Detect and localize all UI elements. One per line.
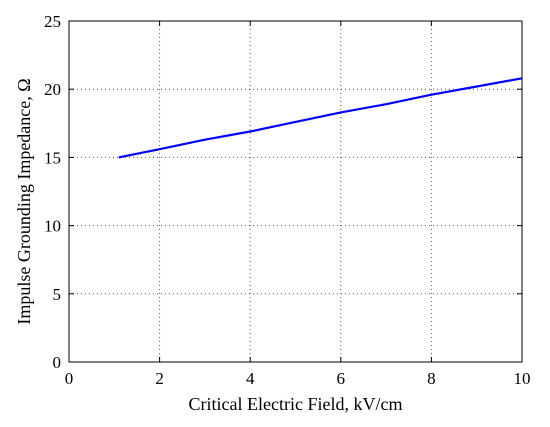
axis-ticks: 0 2 4 6 8 10 0 5 10 15 20 25 (44, 12, 531, 388)
series-line (118, 77, 523, 159)
x-tick-label: 4 (246, 369, 255, 388)
x-tick-label: 8 (427, 369, 436, 388)
y-tick-label: 15 (44, 148, 61, 167)
y-tick-label: 25 (44, 12, 61, 31)
x-axis-label: Critical Electric Field, kV/cm (189, 394, 403, 414)
y-axis-label: Impulse Grounding Impedance, Ω (14, 78, 34, 324)
y-tick-label: 5 (53, 285, 62, 304)
x-tick-label: 10 (514, 369, 531, 388)
y-tick-label: 20 (44, 80, 61, 99)
y-tick-label: 10 (44, 217, 61, 236)
x-tick-label: 2 (155, 369, 164, 388)
plot-frame (68, 20, 523, 363)
y-tick-label: 0 (53, 353, 62, 372)
x-tick-label: 6 (337, 369, 346, 388)
x-tick-label: 0 (65, 369, 74, 388)
grid-lines (69, 21, 522, 362)
series-group (118, 77, 523, 159)
